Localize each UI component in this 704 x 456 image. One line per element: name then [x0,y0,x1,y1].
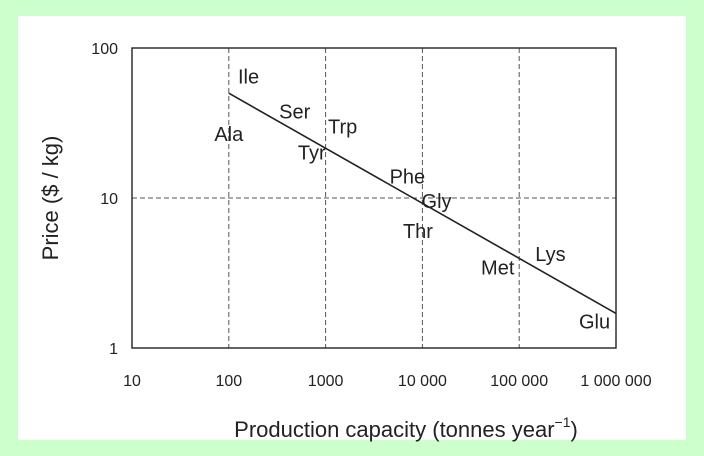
x-axis-label: Production capacity (tonnes year−1) [234,414,578,442]
amino-acid-label-ser: Ser [279,101,310,123]
x-tick-label: 10 [123,373,141,390]
x-tick-label: 100 [215,373,242,390]
y-axis-label: Price ($ / kg) [38,136,63,261]
plot-frame [131,47,617,349]
y-tick-label: 100 [91,41,118,58]
x-tick-labels: 10 100 1000 10 000 100 000 1 000 000 [123,373,652,390]
amino-acid-label-tyr: Tyr [298,143,326,165]
amino-acid-label-ile: Ile [238,66,259,88]
x-tick-label: 1 000 000 [580,373,651,390]
grid-lines [132,48,616,348]
series-layer [228,92,617,315]
amino-acid-label-glu: Glu [579,311,610,333]
trend-line [228,92,617,315]
amino-acid-label-lys: Lys [535,244,565,266]
amino-acid-label-ala: Ala [214,124,244,146]
amino-acid-label-gly: Gly [422,191,452,213]
y-tick-labels: 1 10 100 [91,41,118,358]
y-tick-label: 10 [100,191,118,208]
point-labels: Ile Ser Trp Ala Tyr Phe Gly Thr Met Lys Glu [214,66,610,333]
x-tick-label: 10 000 [398,373,447,390]
x-tick-label: 100 000 [490,373,548,390]
y-tick-label: 1 [109,341,118,358]
amino-acid-label-phe: Phe [390,166,426,188]
amino-acid-label-thr: Thr [403,221,433,243]
amino-acid-label-met: Met [481,257,515,279]
amino-acid-label-trp: Trp [328,116,357,138]
figure-panel [18,16,686,440]
x-tick-label: 1000 [308,373,344,390]
